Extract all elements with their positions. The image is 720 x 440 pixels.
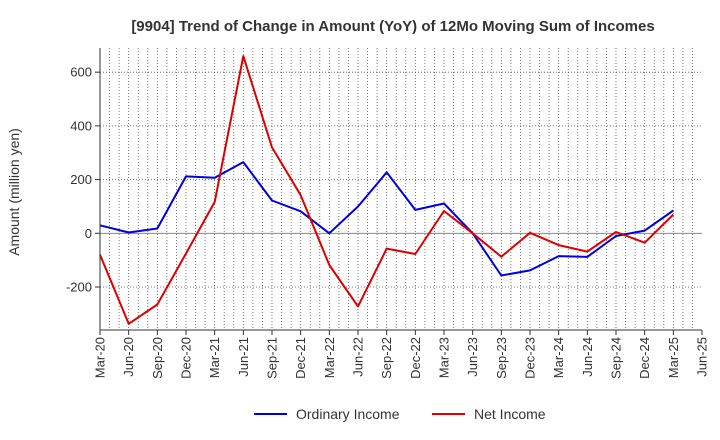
x-tick-label: Jun-21 — [236, 337, 251, 377]
x-tick-label: Mar-21 — [207, 337, 222, 378]
x-tick-label: Sep-22 — [379, 337, 394, 379]
chart-title: [9904] Trend of Change in Amount (YoY) o… — [131, 18, 654, 35]
x-tick-label: Jun-20 — [121, 337, 136, 377]
x-tick-label: Jun-25 — [695, 337, 710, 377]
series-line-ordinary-income — [99, 161, 674, 277]
x-tick-label: Dec-23 — [523, 337, 538, 379]
grid — [100, 48, 702, 330]
x-tick-label: Mar-24 — [551, 337, 566, 378]
x-tick-label: Jun-22 — [351, 337, 366, 377]
plot-area — [100, 48, 702, 330]
series-group — [99, 55, 675, 325]
x-tick-label: Sep-23 — [494, 337, 509, 379]
x-ticks: Mar-20 Jun-20 Sep-20 Dec-20 Mar-21 Jun-21 Sep-… — [93, 330, 710, 379]
y-tick-label: 200 — [70, 172, 92, 187]
x-tick-label: Sep-24 — [609, 337, 624, 379]
x-tick-label: Dec-22 — [408, 337, 423, 379]
legend-label-ordinary-income: Ordinary Income — [296, 406, 400, 422]
legend-label-net-income: Net Income — [474, 406, 546, 422]
x-tick-label: Mar-23 — [437, 337, 452, 378]
x-tick-label: Mar-20 — [93, 337, 108, 378]
legend: Ordinary Income Net Income — [254, 406, 546, 422]
y-tick-label: 400 — [70, 118, 92, 133]
x-tick-label: Sep-21 — [265, 337, 280, 379]
y-tick-label: 0 — [85, 226, 92, 241]
y-tick-label: -200 — [66, 280, 92, 295]
x-tick-label: Mar-25 — [666, 337, 681, 378]
series-line-net-income — [99, 55, 675, 325]
x-tick-label: Dec-20 — [179, 337, 194, 379]
y-ticks: 600 400 200 0 -200 — [66, 65, 100, 295]
x-tick-label: Sep-20 — [150, 337, 165, 379]
y-axis-label: Amount (million yen) — [6, 128, 22, 256]
x-tick-label: Jun-23 — [465, 337, 480, 377]
axes-group — [99, 48, 702, 331]
x-tick-label: Dec-21 — [293, 337, 308, 379]
x-tick-label: Mar-22 — [322, 337, 337, 378]
x-tick-label: Dec-24 — [637, 337, 652, 379]
x-tick-label: Jun-24 — [580, 337, 595, 377]
y-tick-label: 600 — [70, 65, 92, 80]
